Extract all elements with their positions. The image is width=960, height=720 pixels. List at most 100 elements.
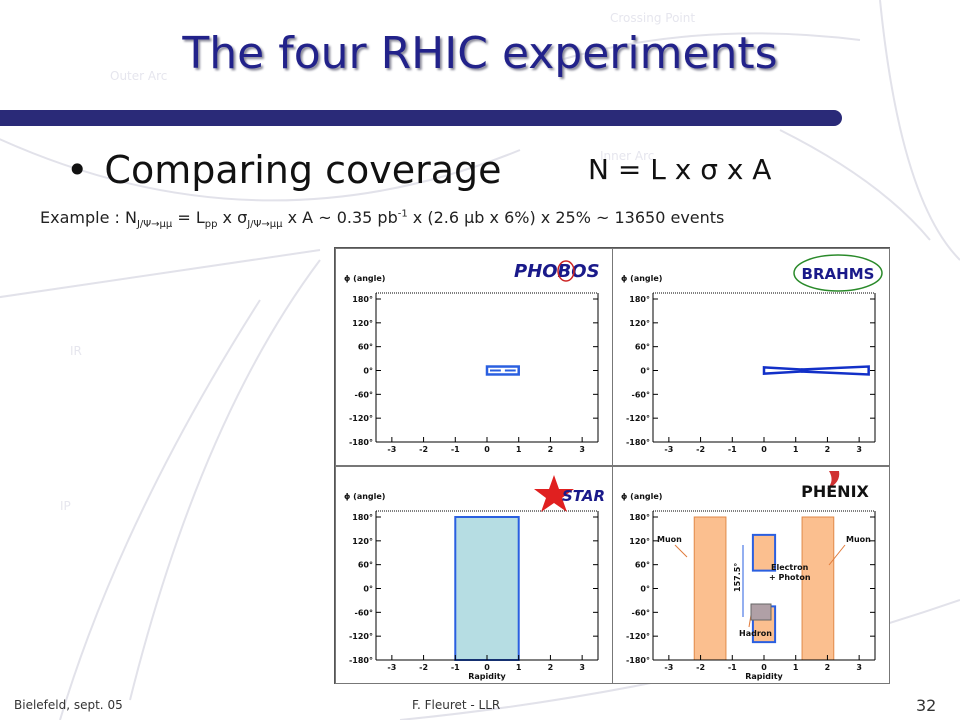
annotation-hadron: Hadron	[739, 629, 772, 638]
coverage-region	[693, 516, 727, 661]
x-tick-label: -2	[696, 445, 705, 454]
map-label: Outer Arc	[110, 69, 167, 83]
example-sup: -1	[397, 208, 408, 220]
x-tick-label: 0	[761, 445, 767, 454]
x-tick-label: 2	[825, 445, 831, 454]
x-tick-label: -1	[728, 445, 737, 454]
annotation-photon: + Photon	[769, 573, 811, 582]
y-tick-label: 120°	[629, 537, 650, 546]
coverage-region	[762, 365, 804, 376]
y-tick-label: 120°	[629, 319, 650, 328]
title-underline-bar	[0, 110, 842, 126]
y-tick-label: 180°	[352, 513, 373, 522]
bullet-item: • Comparing coverage	[66, 148, 502, 192]
x-tick-label: 3	[579, 663, 585, 672]
x-axis-label: Rapidity	[745, 672, 783, 681]
y-tick-label: 0°	[363, 367, 373, 376]
y-tick-label: 60°	[635, 343, 650, 352]
x-tick-label: -2	[419, 663, 428, 672]
x-tick-label: 1	[516, 445, 522, 454]
y-axis-label: ϕ (angle)	[621, 492, 662, 501]
brahms-panel: 180° 120° 60° 0° -60° -120° -180° -3 -2 -1 0 1 2 3 ϕ (…	[612, 248, 890, 466]
coverage-region	[485, 365, 520, 376]
coverage-region	[800, 365, 870, 376]
phenix-logo: PHENIX	[801, 471, 870, 501]
coverage-region	[751, 533, 777, 572]
formula-rhs: x A	[717, 153, 772, 186]
y-tick-label: -60°	[355, 390, 373, 399]
x-axis-label: Rapidity	[468, 672, 506, 681]
y-tick-label: -180°	[349, 438, 373, 447]
phobos-logo: PHOBOS	[514, 260, 600, 282]
annotation-angle: 157.5°	[733, 563, 742, 592]
formula: N = L x σ x A	[588, 153, 771, 186]
y-tick-label: 60°	[358, 561, 373, 570]
y-axis-label: ϕ (angle)	[344, 492, 385, 501]
star-panel: 180° 120° 60° 0° -60° -120° -180° -3 -2 -1 0 1 2 3 ϕ (…	[335, 466, 613, 684]
y-tick-label: 180°	[629, 295, 650, 304]
arrow-muon-right	[828, 544, 846, 566]
bullet-dot-icon: •	[66, 148, 89, 192]
brahms-logo-text: BRAHMS	[802, 265, 875, 283]
map-label: Crossing Point	[610, 11, 695, 25]
y-tick-label: 120°	[352, 537, 373, 546]
arrow-muon-left	[674, 544, 688, 558]
slide-title: The four RHIC experiments	[182, 28, 778, 79]
map-label: Inner Arc	[600, 149, 654, 163]
x-tick-label: 0	[484, 663, 490, 672]
phobos-logo-mark	[557, 260, 575, 282]
phobos-panel: 180° 120° 60° 0° -60° -120° -180° -3 -2 -1 0 1 2 3 ϕ (…	[335, 248, 613, 466]
footer-center: F. Fleuret - LLR	[412, 698, 501, 712]
x-tick-label: -2	[696, 663, 705, 672]
y-tick-label: -120°	[349, 414, 373, 423]
x-tick-label: 3	[856, 445, 862, 454]
example-text: x σ	[217, 208, 248, 227]
x-tick-label: 0	[484, 445, 490, 454]
coverage-region	[801, 516, 835, 661]
y-tick-label: 60°	[635, 561, 650, 570]
x-tick-label: -3	[664, 445, 673, 454]
y-tick-label: -120°	[349, 632, 373, 641]
y-tick-label: -180°	[349, 656, 373, 665]
x-tick-label: 2	[548, 663, 554, 672]
x-tick-label: 0	[761, 663, 767, 672]
y-tick-label: 60°	[358, 343, 373, 352]
y-axis-label: ϕ (angle)	[344, 274, 385, 283]
formula-lhs: N = L x	[588, 153, 701, 186]
bullet-text: Comparing coverage	[104, 148, 502, 192]
coverage-chart: 180° 120° 60° 0° -60° -120° -180° -3 -2 -1 0 1 2 3 ϕ (…	[621, 471, 876, 681]
y-tick-label: -120°	[626, 414, 650, 423]
x-tick-label: 1	[793, 663, 799, 672]
x-tick-label: 3	[856, 663, 862, 672]
x-tick-label: 3	[579, 445, 585, 454]
example-text: x (2.6 μb x 6%) x 25% ~ 13650 events	[407, 208, 725, 227]
x-tick-label: 2	[548, 445, 554, 454]
x-tick-label: -3	[387, 663, 396, 672]
coverage-chart: 180° 120° 60° 0° -60° -120° -180° -3 -2 -1 0 1 2 3 ϕ (…	[344, 260, 600, 454]
x-tick-label: -2	[419, 445, 428, 454]
example-sub: pp	[204, 219, 218, 231]
y-tick-label: -60°	[355, 608, 373, 617]
y-tick-label: 120°	[352, 319, 373, 328]
phenix-panel: 180° 120° 60° 0° -60° -120° -180° -3 -2 -1 0 1 2 3 ϕ (…	[612, 466, 890, 684]
x-tick-label: -1	[728, 663, 737, 672]
example-line: Example : NJ/Ψ→μμ = Lpp x σJ/Ψ→μμ x A ~ …	[40, 208, 724, 230]
x-tick-label: 2	[825, 663, 831, 672]
hadron-region	[750, 603, 772, 621]
coverage-chart: 180° 120° 60° 0° -60° -120° -180° -3 -2 -1 0 1 2 3 ϕ (…	[344, 475, 605, 681]
brahms-logo-ring	[793, 254, 883, 292]
star-logo-icon	[534, 475, 574, 512]
formula-sigma: σ	[700, 153, 718, 186]
example-text: x A ~ 0.35 pb	[282, 208, 398, 227]
coverage-region	[454, 516, 520, 661]
map-label: IR	[70, 344, 82, 358]
x-tick-label: -1	[451, 445, 460, 454]
coverage-panels: 180° 120° 60° 0° -60° -120° -180° -3 -2 -1 0 1 2 3 ϕ (…	[334, 247, 890, 684]
annotation-muon-left: Muon	[657, 535, 682, 544]
coverage-chart: 180° 120° 60° 0° -60° -120° -180° -3 -2 -1 0 1 2 3 ϕ (…	[621, 254, 883, 454]
x-tick-label: 1	[516, 663, 522, 672]
phenix-logo-text: PHENIX	[801, 482, 869, 501]
phenix-logo-icon	[827, 471, 840, 489]
y-tick-label: 0°	[640, 585, 650, 594]
example-prefix: Example : N	[40, 208, 137, 227]
